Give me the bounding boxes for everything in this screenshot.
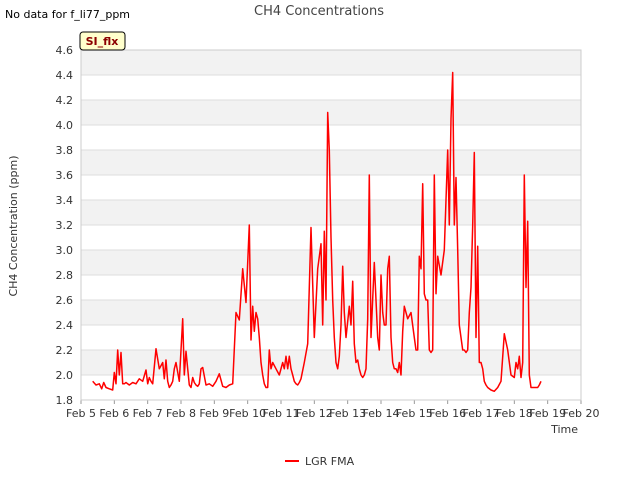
plot-frame [80,49,582,401]
series-group [92,71,542,393]
grid-band [81,100,581,125]
y-tick-label: 3.6 [56,169,74,182]
y-tick-label: 3.0 [56,244,74,257]
x-tick-label: Feb 12 [296,407,333,420]
x-tick-label: Feb 7 [133,407,163,420]
chart-title: CH4 Concentrations [254,4,384,19]
badge-label: SI_flx [86,35,119,48]
y-tick-label: 2.6 [56,294,74,307]
y-tick-label: 2.4 [56,319,74,332]
x-tick-label: Feb 11 [263,407,300,420]
grid-band [81,150,581,175]
y-tick-label: 4.2 [56,94,74,107]
x-tick-label: Feb 20 [563,407,600,420]
badge-box [79,31,126,51]
series-line-lgr-fma [92,71,542,393]
x-tick-label: Feb 15 [396,407,433,420]
grid-band [81,375,581,400]
x-tick-label: Feb 9 [199,407,229,420]
x-tick-label: Feb 6 [99,407,129,420]
grid-band [81,325,581,350]
y-axis-ticks: 1.8 2.0 2.2 2.4 2.6 2.8 3.0 3.2 3.4 3.6 3.8 4.0 4.2 4… [56,44,74,407]
site-badge: SI_flx [79,31,126,51]
y-axis-label: CH4 Concentration (ppm) [7,155,20,296]
x-tick-label: Feb 10 [229,407,266,420]
y-tick-label: 3.2 [56,219,74,232]
y-tick-label: 4.4 [56,69,74,82]
x-tick-label: Feb 13 [329,407,366,420]
x-tick-label: Feb 8 [166,407,196,420]
legend: LGR FMA [285,455,355,468]
x-axis-label: Time [550,423,578,436]
x-tick-label: Feb 17 [463,407,500,420]
grid-band [81,50,581,75]
y-tick-label: 2.8 [56,269,74,282]
x-tick-label: Feb 14 [363,407,400,420]
x-tick-label: Feb 5 [66,407,96,420]
y-tick-label: 2.2 [56,344,74,357]
grid-band [81,175,581,200]
grid-band [81,300,581,325]
grid-band [81,125,581,150]
no-data-notice: No data for f_li77_ppm [5,8,131,21]
grid-band [81,75,581,100]
y-tick-label: 3.8 [56,144,74,157]
y-tick-label: 2.0 [56,369,74,382]
x-tick-label: Feb 19 [529,407,566,420]
y-tick-label: 1.8 [56,394,74,407]
y-tick-label: 4.6 [56,44,74,57]
y-tick-label: 4.0 [56,119,74,132]
legend-entry: LGR FMA [305,455,355,468]
x-tick-label: Feb 18 [496,407,533,420]
grid-band [81,275,581,300]
x-tick-label: Feb 16 [429,407,466,420]
y-tick-label: 3.4 [56,194,74,207]
